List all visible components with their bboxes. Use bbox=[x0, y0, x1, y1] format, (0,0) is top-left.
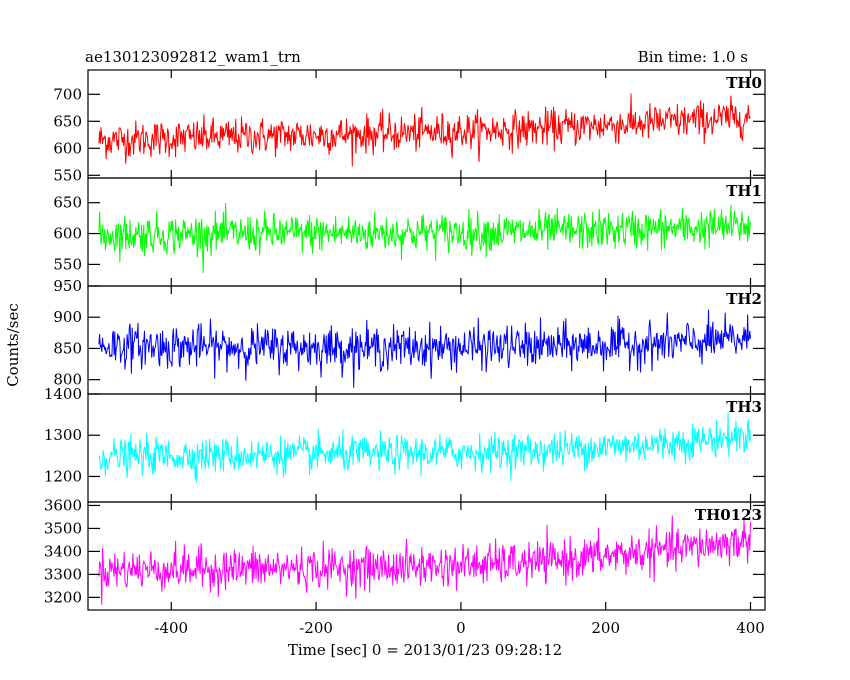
plot-title: ae130123092812_wam1_trn bbox=[85, 48, 301, 66]
series-th3-line bbox=[98, 412, 751, 483]
x-tick-label: -200 bbox=[299, 619, 333, 637]
panel-th0-ytick-label: 700 bbox=[53, 85, 82, 103]
panel-th0123-ytick-label: 3400 bbox=[44, 542, 82, 560]
panel-th0123-frame bbox=[87, 501, 766, 611]
panel-th0123-ytick-label: 3500 bbox=[44, 519, 82, 537]
panel-th2-ytick-label: 850 bbox=[53, 339, 82, 357]
x-axis-label: Time [sec] 0 = 2013/01/23 09:28:12 bbox=[288, 641, 562, 659]
x-tick-label: 200 bbox=[591, 619, 620, 637]
bin-time-label: Bin time: 1.0 s bbox=[638, 48, 748, 66]
panel-th0123-ytick-label: 3300 bbox=[44, 565, 82, 583]
panel-th2-label: TH2 bbox=[726, 290, 762, 308]
panel-th0123-ytick-label: 3200 bbox=[44, 588, 82, 606]
x-tick-label: 400 bbox=[736, 619, 765, 637]
panel-th0-ytick-label: 550 bbox=[53, 166, 82, 184]
panel-th0-ytick-label: 650 bbox=[53, 112, 82, 130]
series-th0-line bbox=[98, 93, 751, 167]
panels-group: 550 600 650 700 TH0 550 600 650 TH1 800 850 900 950 T… bbox=[44, 69, 766, 637]
panel-th3-ytick-label: 1300 bbox=[44, 426, 82, 444]
series-th1-line bbox=[98, 202, 751, 274]
y-axis-label: Counts/sec bbox=[4, 303, 22, 387]
panel-th1-label: TH1 bbox=[726, 182, 762, 200]
panel-th2-ytick-label: 800 bbox=[53, 371, 82, 389]
panel-th0123-label: TH0123 bbox=[695, 506, 762, 524]
panel-th3-ytick-label: 1200 bbox=[44, 467, 82, 485]
panel-th0-label: TH0 bbox=[726, 74, 762, 92]
panel-th2-ytick-label: 950 bbox=[53, 277, 82, 295]
series-th2-line bbox=[98, 309, 751, 388]
panel-th1-ytick-label: 550 bbox=[53, 255, 82, 273]
panel-th1-ytick-label: 600 bbox=[53, 225, 82, 243]
panel-th2-ytick-label: 900 bbox=[53, 308, 82, 326]
panel-th3-ytick-label: 1400 bbox=[44, 385, 82, 403]
panel-th0-ytick-label: 600 bbox=[53, 139, 82, 157]
panel-th3-label: TH3 bbox=[726, 398, 762, 416]
panel-th1-ytick-label: 650 bbox=[53, 194, 82, 212]
series-th0123-line bbox=[98, 515, 751, 605]
x-tick-label: -400 bbox=[154, 619, 188, 637]
panel-th0123-ytick-label: 3600 bbox=[44, 496, 82, 514]
x-tick-label: 0 bbox=[456, 619, 466, 637]
